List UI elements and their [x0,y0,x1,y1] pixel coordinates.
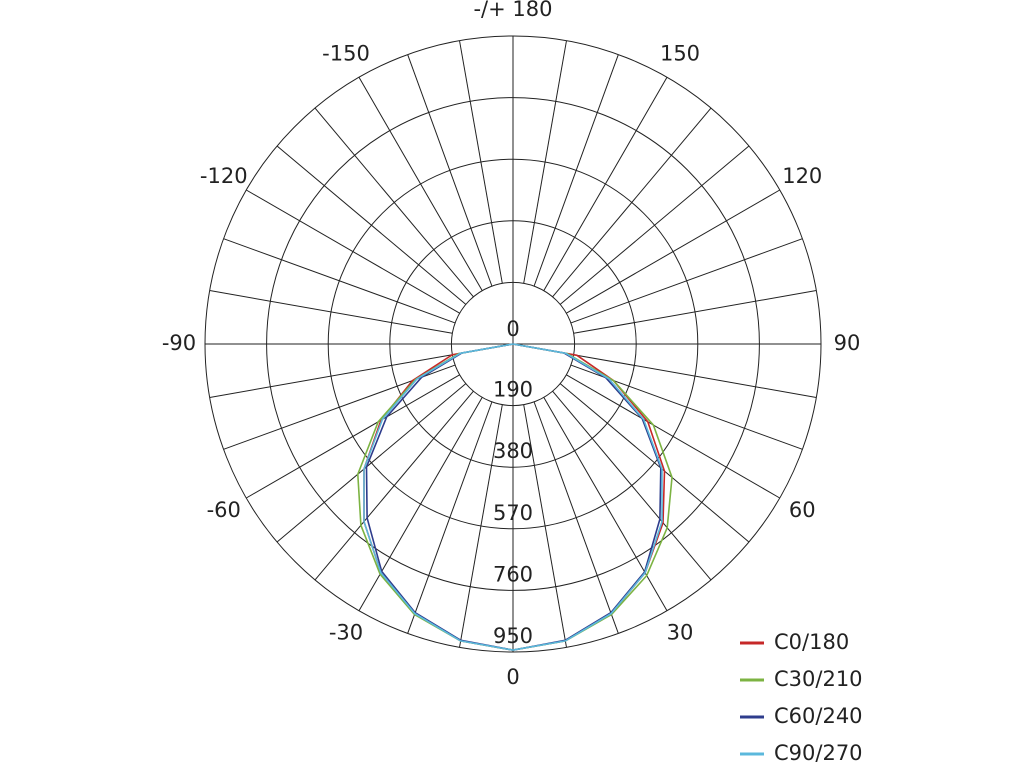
angle-grid-line [566,189,780,314]
angle-grid-line [246,189,460,314]
angle-grid-line [246,374,460,499]
legend-label: C0/180 [774,630,849,654]
radial-tick-label: 570 [493,501,533,525]
angle-tick-label: 90 [834,331,861,355]
radial-tick-label: 950 [493,624,533,648]
angle-tick-label: 150 [660,42,700,66]
angle-tick-label: -120 [200,164,248,188]
angle-tick-label: -/+ 180 [473,0,552,21]
angle-grid-line [566,374,780,499]
angle-tick-label: 0 [506,665,519,689]
angle-tick-label: 60 [789,498,816,522]
radial-tick-label: 190 [493,378,533,402]
legend-label: C60/240 [774,704,863,728]
angle-grid-line [543,77,668,291]
angle-tick-label: -150 [322,42,370,66]
radial-tick-label: 0 [506,317,519,341]
angle-grid-line [358,77,483,291]
angle-tick-label: -60 [207,498,241,522]
angle-tick-label: 30 [667,620,694,644]
angle-tick-label: -30 [329,620,363,644]
legend-label: C30/210 [774,667,863,691]
intensity-curve [363,343,663,651]
angle-grid-line [358,397,483,611]
radial-tick-label: 760 [493,562,533,586]
legend-label: C90/270 [774,741,863,765]
angle-grid-line [543,397,668,611]
angle-tick-label: -90 [162,331,196,355]
angle-tick-label: 120 [782,164,822,188]
radial-tick-label: 380 [493,439,533,463]
